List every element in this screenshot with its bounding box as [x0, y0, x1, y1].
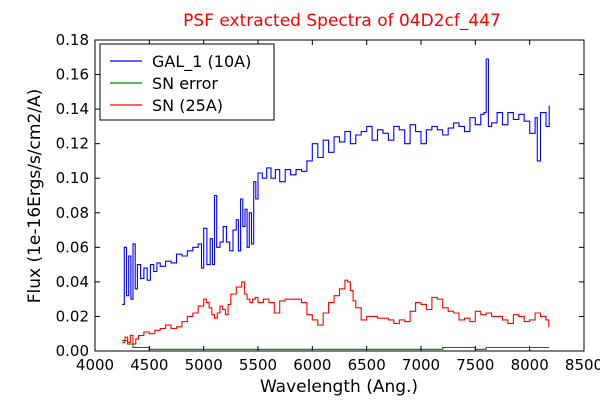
y-tick-label: 0.08	[56, 204, 89, 222]
x-tick-label: 8500	[565, 356, 600, 374]
chart-title: PSF extracted Spectra of 04D2cf_447	[183, 11, 501, 31]
y-axis: 0.00 0.02 0.04 0.06 0.08 0.10 0.12 0.14 0.16 0.18	[56, 31, 584, 360]
y-axis-label: Flux (1e-16Ergs/s/cm2/A)	[25, 89, 45, 304]
legend-label-1: SN error	[152, 74, 218, 93]
x-tick-label: 8000	[511, 356, 549, 374]
legend: GAL_1 (10A) SN error SN (25A)	[99, 43, 275, 121]
legend-label-2: SN (25A)	[152, 96, 223, 115]
x-tick-label: 5000	[185, 356, 223, 374]
legend-label-0: GAL_1 (10A)	[152, 52, 251, 72]
y-tick-label: 0.14	[56, 100, 89, 118]
y-tick-label: 0.02	[56, 307, 89, 325]
x-tick-label: 4000	[76, 356, 114, 374]
x-tick-label: 5500	[239, 356, 277, 374]
plot-frame	[94, 39, 585, 352]
y-tick-label: 0.12	[56, 135, 89, 153]
x-tick-label: 4500	[130, 356, 168, 374]
y-tick-label: 0.18	[56, 31, 89, 49]
x-tick-label: 6000	[293, 356, 331, 374]
y-tick-label: 0.16	[56, 66, 89, 84]
y-tick-label: 0.04	[56, 273, 89, 291]
x-tick-label: 7000	[402, 356, 440, 374]
y-tick-label: 0.06	[56, 238, 89, 256]
y-tick-label: 0.10	[56, 169, 89, 187]
x-axis-label: Wavelength (Ang.)	[260, 377, 418, 397]
legend-box	[99, 43, 275, 121]
x-axis: 4000 4500 5000 5500 6000 6500 7000 7500 8000 8500	[76, 40, 600, 374]
x-tick-label: 7500	[456, 356, 494, 374]
series-line-2	[122, 279, 550, 345]
x-tick-label: 6500	[348, 356, 386, 374]
series-line-0	[122, 58, 550, 305]
y-tick-label: 0.00	[56, 342, 89, 360]
series-line-1	[122, 340, 550, 350]
